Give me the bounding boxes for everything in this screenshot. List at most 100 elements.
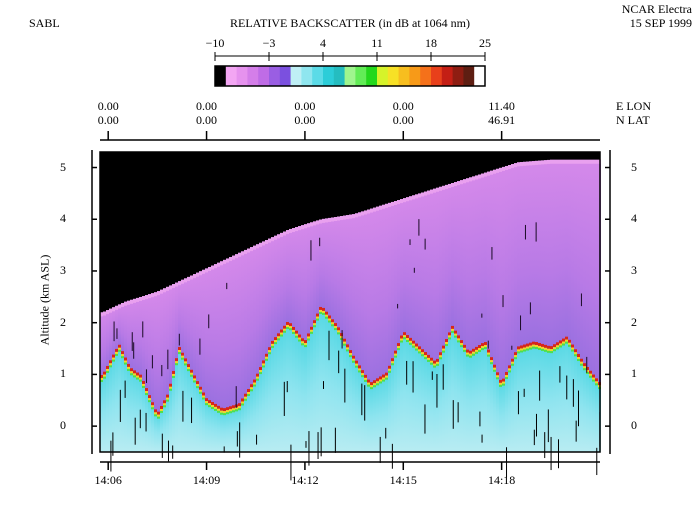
boundary-layer-column: [433, 362, 436, 452]
aerosol-layer-column: [355, 213, 358, 363]
boundary-layer-column: [328, 317, 331, 452]
bl-top-yellow: [163, 403, 166, 406]
boundary-layer-column: [337, 329, 340, 452]
bl-top-yellow: [184, 361, 187, 364]
aerosol-top-rim: [502, 166, 505, 171]
boundary-layer-column: [412, 342, 415, 452]
aerosol-layer-column: [523, 161, 526, 347]
bl-top-yellow: [364, 377, 367, 380]
aerosol-layer-column: [295, 227, 298, 333]
aerosol-top-rim: [247, 248, 250, 253]
bl-top-green: [415, 348, 418, 351]
aerosol-top-rim: [442, 185, 445, 190]
aerosol-top-rim: [322, 218, 325, 223]
aerosol-top-rim: [187, 276, 190, 281]
bl-top-green: [325, 316, 328, 319]
bl-top-yellow: [382, 377, 385, 380]
aerosol-top-rim: [136, 297, 139, 302]
bl-top-yellow: [166, 397, 169, 400]
noise-streak: [385, 427, 387, 439]
bl-top-yellow: [271, 343, 274, 346]
aerosol-top-rim: [190, 275, 193, 280]
bl-top-green: [538, 347, 541, 350]
noise-streak: [256, 434, 258, 445]
aerosol-top-rim: [214, 264, 217, 269]
bl-top-yellow: [562, 341, 565, 344]
bl-top-yellow: [304, 343, 307, 346]
aerosol-layer-column: [163, 288, 166, 403]
bl-top-green: [448, 337, 451, 340]
bl-top-green: [517, 351, 520, 354]
bl-top-yellow: [580, 361, 583, 364]
bl-top-red: [217, 405, 220, 409]
bl-top-red: [181, 352, 184, 356]
aerosol-layer-column: [322, 218, 325, 310]
noise-streak: [535, 222, 537, 242]
bl-top-yellow: [148, 398, 151, 401]
aerosol-top-rim: [400, 199, 403, 204]
boundary-layer-column: [535, 344, 538, 452]
boundary-layer-column: [109, 362, 112, 452]
bl-top-green: [145, 393, 148, 396]
aerosol-layer-column: [409, 196, 412, 340]
aerosol-top-rim: [571, 159, 574, 164]
bl-top-green: [169, 388, 172, 391]
noise-streak: [442, 364, 444, 390]
bl-top-red: [553, 344, 556, 348]
bl-top-red: [574, 349, 577, 353]
aerosol-layer-column: [127, 300, 130, 366]
aerosol-layer-column: [238, 252, 241, 406]
aerosol-top-rim: [535, 160, 538, 165]
bl-top-green: [277, 338, 280, 341]
lon-tick-label: 0.00: [392, 99, 414, 113]
bl-top-yellow: [250, 387, 253, 390]
noise-streak: [239, 422, 241, 458]
aerosol-layer-column: [103, 311, 106, 374]
aerosol-top-rim: [106, 310, 109, 315]
bl-top-red: [343, 338, 346, 342]
bl-top-red: [544, 344, 547, 348]
colorbar-swatch: [452, 66, 464, 86]
aerosol-layer-column: [490, 170, 493, 360]
colorbar-swatch: [258, 66, 270, 86]
bl-top-red: [577, 354, 580, 358]
aerosol-top-rim: [196, 272, 199, 277]
bl-top-green: [400, 340, 403, 343]
bl-top-green: [364, 379, 367, 382]
bl-top-yellow: [523, 347, 526, 350]
bl-top-red: [406, 335, 409, 339]
aerosol-top-rim: [358, 212, 361, 217]
bl-top-red: [277, 333, 280, 337]
aerosol-top-rim: [316, 220, 319, 225]
bl-top-green: [550, 351, 553, 354]
noise-streak: [310, 240, 312, 261]
colorbar-swatch: [312, 66, 324, 86]
bl-top-red: [541, 343, 544, 347]
boundary-layer-column: [133, 372, 136, 452]
aerosol-top-rim: [121, 302, 124, 307]
bl-top-red: [307, 333, 310, 337]
bl-top-red: [295, 330, 298, 334]
boundary-layer-column: [235, 406, 238, 452]
bl-top-green: [442, 350, 445, 353]
aerosol-layer-column: [433, 188, 436, 363]
bl-top-red: [145, 388, 148, 392]
bl-top-yellow: [412, 343, 415, 346]
bl-top-yellow: [289, 326, 292, 329]
boundary-layer-column: [217, 407, 220, 452]
aerosol-layer-column: [346, 215, 349, 347]
boundary-layer-column: [331, 321, 334, 452]
aerosol-layer-column: [250, 247, 253, 387]
bl-top-yellow: [214, 406, 217, 409]
boundary-layer-column: [373, 382, 376, 452]
bl-top-yellow: [571, 347, 574, 350]
bl-top-red: [481, 343, 484, 347]
boundary-layer-column: [544, 346, 547, 452]
bl-top-yellow: [235, 407, 238, 410]
aerosol-layer-column: [571, 159, 574, 347]
boundary-layer-column: [277, 335, 280, 452]
bl-top-red: [355, 360, 358, 364]
aerosol-top-rim: [541, 160, 544, 165]
bl-top-red: [463, 344, 466, 348]
bl-top-red: [586, 366, 589, 370]
